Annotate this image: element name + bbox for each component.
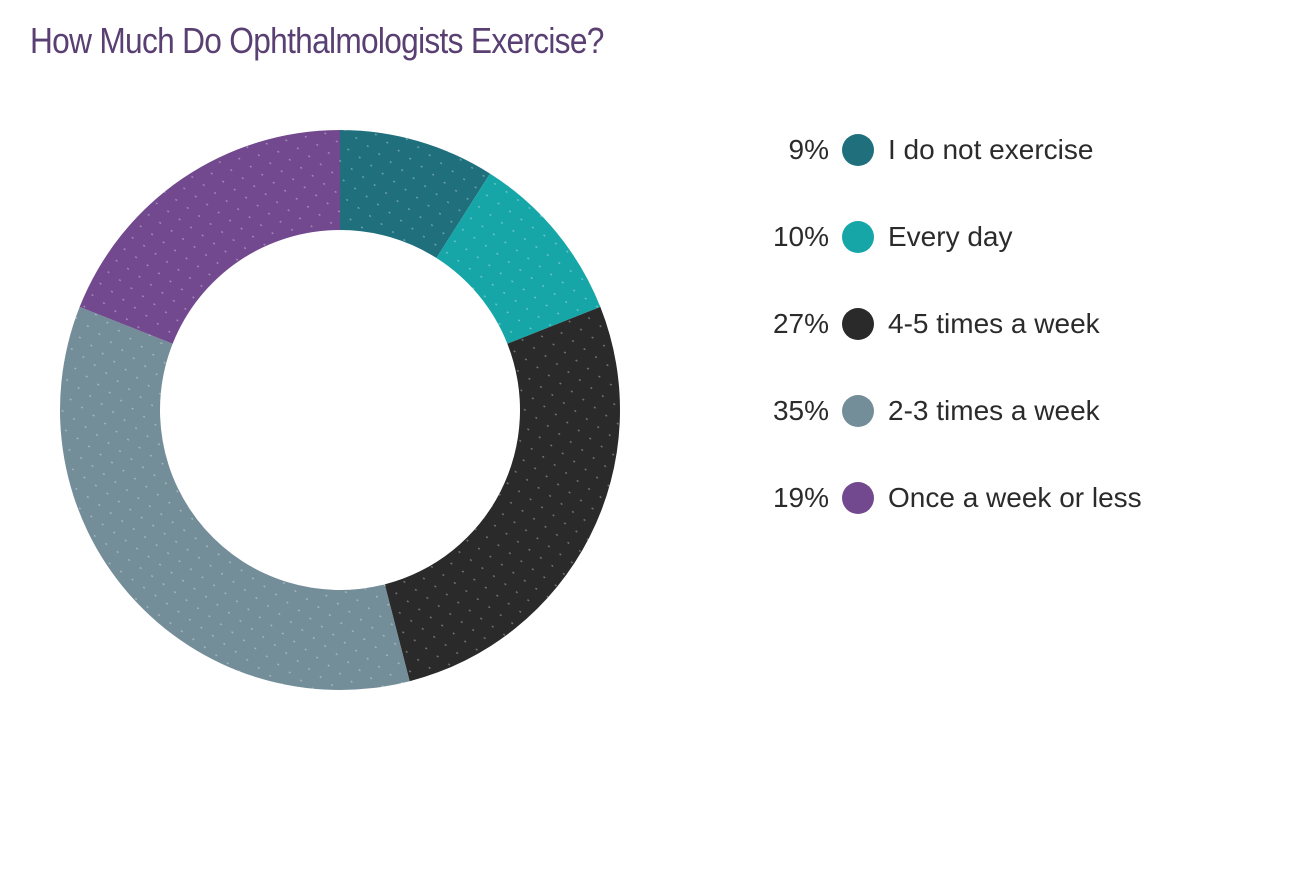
chart-title: How Much Do Ophthalmologists Exercise?: [30, 20, 604, 61]
legend-swatch-icon: [842, 308, 874, 340]
legend-label: 4-5 times a week: [888, 308, 1100, 339]
donut-slice-texture-2: [436, 173, 601, 344]
donut-chart: [59, 130, 620, 690]
legend-label: I do not exercise: [888, 134, 1094, 165]
legend-swatch-icon: [842, 482, 874, 514]
donut-slice-texture-5: [79, 130, 340, 344]
legend-value: 9%: [788, 134, 829, 165]
legend-label: Once a week or less: [888, 482, 1142, 513]
legend-value: 19%: [772, 482, 829, 513]
donut-slice-texture-4: [59, 306, 410, 690]
legend-item: 9% I do not exercise: [740, 130, 1260, 217]
legend-label: Every day: [888, 221, 1013, 252]
legend-item: 10% Every day: [740, 217, 1260, 304]
legend-swatch-icon: [842, 221, 874, 253]
legend-swatch-icon: [842, 134, 874, 166]
legend-label: 2-3 times a week: [888, 395, 1100, 426]
legend-item: 27% 4-5 times a week: [740, 304, 1260, 391]
donut-slice-texture-1: [340, 130, 491, 259]
legend-value: 10%: [772, 221, 829, 252]
legend: 9% I do not exercise 10% Every day 27% 4-5 ti…: [740, 130, 1260, 565]
legend-swatch-icon: [842, 395, 874, 427]
legend-value: 35%: [772, 395, 829, 426]
legend-item: 35% 2-3 times a week: [740, 391, 1260, 478]
legend-item: 19% Once a week or less: [740, 478, 1260, 565]
donut-slices: [59, 130, 620, 690]
legend-value: 27%: [772, 308, 829, 339]
donut-slice-texture-3: [384, 306, 620, 682]
